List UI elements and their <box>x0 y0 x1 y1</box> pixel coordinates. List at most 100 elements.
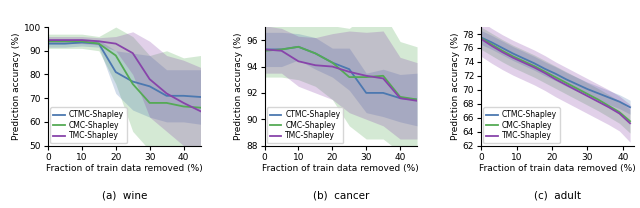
CMC-Shapley <box>380 74 387 77</box>
Legend: CTMC-Shapley, CMC-Shapley, TMC-Shapley: CTMC-Shapley, CMC-Shapley, TMC-Shapley <box>483 107 560 143</box>
TMC-Shapley <box>626 122 634 125</box>
TMC-Shapley <box>129 52 136 54</box>
CTMC-Shapley <box>477 36 485 39</box>
CTMC-Shapley <box>499 47 506 49</box>
Y-axis label: Prediction accuracy (%): Prediction accuracy (%) <box>451 33 460 140</box>
Text: (a)  wine: (a) wine <box>102 191 147 201</box>
CMC-Shapley <box>44 40 52 42</box>
CMC-Shapley <box>294 46 302 48</box>
TMC-Shapley <box>163 92 170 95</box>
TMC-Shapley <box>616 112 623 115</box>
CMC-Shapley <box>413 98 421 101</box>
TMC-Shapley <box>380 77 387 80</box>
TMC-Shapley <box>509 57 517 59</box>
Line: CTMC-Shapley: CTMC-Shapley <box>48 42 200 97</box>
CTMC-Shapley <box>328 61 336 64</box>
Line: CMC-Shapley: CMC-Shapley <box>264 47 417 99</box>
Y-axis label: Prediction accuracy (%): Prediction accuracy (%) <box>234 33 243 140</box>
Text: (c)  adult: (c) adult <box>534 191 581 201</box>
TMC-Shapley <box>541 72 548 74</box>
CMC-Shapley <box>112 54 120 57</box>
CTMC-Shapley <box>95 42 102 45</box>
CMC-Shapley <box>146 102 154 104</box>
Line: CMC-Shapley: CMC-Shapley <box>481 38 630 121</box>
CMC-Shapley <box>605 105 612 107</box>
CTMC-Shapley <box>163 95 170 97</box>
CMC-Shapley <box>520 60 527 62</box>
X-axis label: Fraction of train data removed (%): Fraction of train data removed (%) <box>262 164 419 173</box>
CMC-Shapley <box>346 76 353 78</box>
CTMC-Shapley <box>78 41 86 44</box>
CMC-Shapley <box>541 71 548 73</box>
CMC-Shapley <box>61 40 68 42</box>
CTMC-Shapley <box>278 48 285 51</box>
CMC-Shapley <box>488 43 495 46</box>
CMC-Shapley <box>95 42 102 45</box>
CTMC-Shapley <box>573 83 580 85</box>
TMC-Shapley <box>584 95 591 97</box>
CTMC-Shapley <box>563 78 570 80</box>
TMC-Shapley <box>477 38 485 40</box>
CTMC-Shapley <box>180 95 188 97</box>
CMC-Shapley <box>584 93 591 95</box>
CTMC-Shapley <box>488 41 495 44</box>
TMC-Shapley <box>180 102 188 104</box>
TMC-Shapley <box>552 78 559 80</box>
Legend: CTMC-Shapley, CMC-Shapley, TMC-Shapley: CTMC-Shapley, CMC-Shapley, TMC-Shapley <box>51 107 127 143</box>
TMC-Shapley <box>499 51 506 53</box>
Line: CTMC-Shapley: CTMC-Shapley <box>264 47 417 99</box>
TMC-Shapley <box>112 42 120 45</box>
CTMC-Shapley <box>346 68 353 71</box>
CTMC-Shapley <box>44 42 52 45</box>
TMC-Shapley <box>61 39 68 41</box>
TMC-Shapley <box>396 97 404 99</box>
X-axis label: Fraction of train data removed (%): Fraction of train data removed (%) <box>479 164 636 173</box>
Text: (b)  cancer: (b) cancer <box>312 191 369 201</box>
CTMC-Shapley <box>362 92 370 94</box>
CMC-Shapley <box>531 65 538 67</box>
Line: TMC-Shapley: TMC-Shapley <box>48 40 200 111</box>
CMC-Shapley <box>626 120 634 123</box>
CMC-Shapley <box>563 82 570 84</box>
CTMC-Shapley <box>112 71 120 73</box>
CTMC-Shapley <box>413 98 421 101</box>
CMC-Shapley <box>163 102 170 104</box>
CTMC-Shapley <box>396 97 404 99</box>
CTMC-Shapley <box>129 80 136 83</box>
CMC-Shapley <box>552 76 559 78</box>
CTMC-Shapley <box>61 42 68 45</box>
CTMC-Shapley <box>294 46 302 48</box>
CMC-Shapley <box>260 50 268 52</box>
CMC-Shapley <box>312 52 319 55</box>
TMC-Shapley <box>95 40 102 42</box>
TMC-Shapley <box>44 39 52 41</box>
TMC-Shapley <box>146 78 154 80</box>
TMC-Shapley <box>260 48 268 51</box>
CMC-Shapley <box>595 98 602 101</box>
CTMC-Shapley <box>312 52 319 55</box>
TMC-Shapley <box>312 64 319 67</box>
TMC-Shapley <box>488 45 495 47</box>
CTMC-Shapley <box>260 48 268 51</box>
CMC-Shapley <box>129 83 136 85</box>
CTMC-Shapley <box>552 73 559 75</box>
CTMC-Shapley <box>531 62 538 64</box>
Legend: CTMC-Shapley, CMC-Shapley, TMC-Shapley: CTMC-Shapley, CMC-Shapley, TMC-Shapley <box>267 107 343 143</box>
Y-axis label: Prediction accuracy (%): Prediction accuracy (%) <box>12 33 21 140</box>
TMC-Shapley <box>196 110 204 113</box>
X-axis label: Fraction of train data removed (%): Fraction of train data removed (%) <box>46 164 203 173</box>
TMC-Shapley <box>595 100 602 103</box>
CTMC-Shapley <box>520 57 527 60</box>
TMC-Shapley <box>362 74 370 77</box>
CTMC-Shapley <box>605 96 612 99</box>
CMC-Shapley <box>196 106 204 109</box>
CMC-Shapley <box>328 61 336 64</box>
CMC-Shapley <box>180 105 188 108</box>
CMC-Shapley <box>78 40 86 42</box>
CMC-Shapley <box>616 111 623 113</box>
Line: TMC-Shapley: TMC-Shapley <box>481 39 630 123</box>
Line: CTMC-Shapley: CTMC-Shapley <box>481 37 630 107</box>
CMC-Shapley <box>499 50 506 52</box>
CTMC-Shapley <box>196 96 204 98</box>
CTMC-Shapley <box>595 92 602 95</box>
